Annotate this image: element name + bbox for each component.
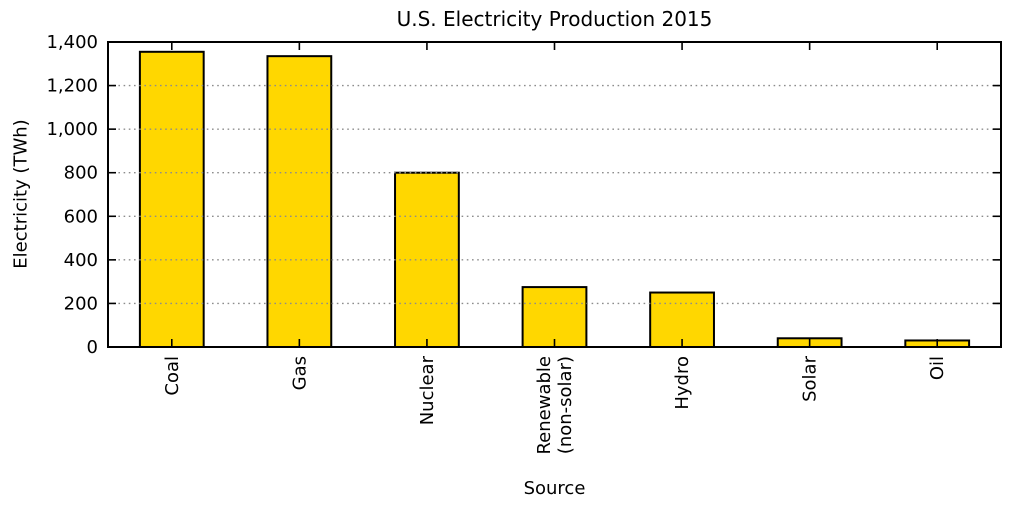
x-tick-label: Coal bbox=[162, 356, 183, 396]
x-tick-label: Nuclear bbox=[417, 355, 438, 425]
y-tick-label: 400 bbox=[64, 250, 98, 271]
x-tick-label: (non-solar) bbox=[555, 356, 576, 454]
y-tick-label: 200 bbox=[64, 293, 98, 314]
x-tick-label: Hydro bbox=[672, 356, 693, 410]
x-tick-label: Solar bbox=[800, 355, 821, 401]
y-tick-label: 1,200 bbox=[46, 76, 98, 97]
bar-gas bbox=[266, 55, 333, 349]
y-tick-label: 600 bbox=[64, 206, 98, 227]
y-tick-label: 0 bbox=[87, 337, 98, 358]
x-tick-label: Gas bbox=[289, 356, 310, 390]
bar-coal bbox=[138, 50, 205, 349]
bar-renewable bbox=[521, 286, 588, 349]
x-tick-label: Oil bbox=[927, 356, 948, 380]
x-axis-label: Source bbox=[523, 478, 586, 499]
y-tick-label: 1,400 bbox=[46, 32, 98, 53]
y-tick-label: 1,000 bbox=[46, 119, 98, 140]
y-tick-label: 800 bbox=[64, 163, 98, 184]
bar-hydro bbox=[649, 291, 715, 348]
chart-title: U.S. Electricity Production 2015 bbox=[396, 7, 713, 31]
x-tick-label: Renewable bbox=[534, 356, 555, 455]
